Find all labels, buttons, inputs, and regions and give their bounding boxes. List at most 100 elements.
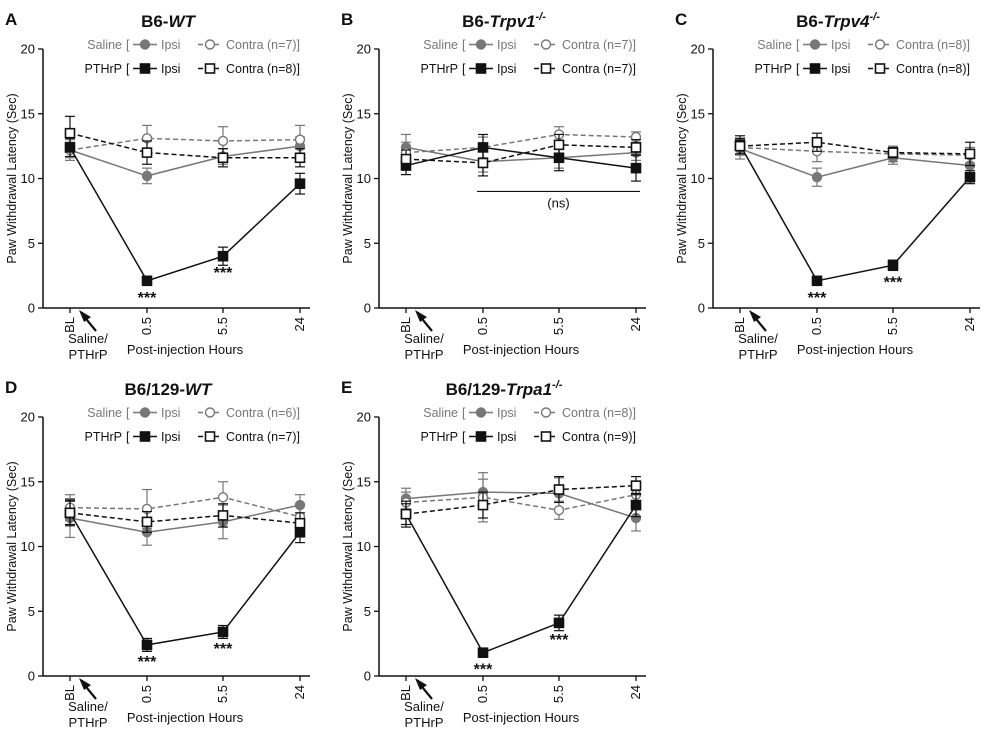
legend-label-contra: Contra (n=6)] <box>226 406 300 420</box>
data-point <box>734 140 746 152</box>
data-point <box>64 127 76 139</box>
injection-arrow-head <box>749 310 761 322</box>
legend-label-ipsi: Ipsi <box>497 430 516 444</box>
injection-annotation: Saline/PTHrP <box>404 678 444 730</box>
legend-marker-ipsi <box>475 63 487 74</box>
y-tick-label: 20 <box>357 410 371 425</box>
series-saline-ipsi <box>64 136 306 185</box>
legend-group-label: PTHrP <box>755 62 793 76</box>
axes: 0 5 10 15 20 BL 0.5 5.5 24 Paw Withdrawal Latency… <box>5 42 310 357</box>
data-point <box>400 153 412 165</box>
legend-group-label: PTHrP <box>85 430 123 444</box>
legend: Saline [Ipsi Contra (n=7)] PTHrP[Ipsi Contra… <box>85 38 301 76</box>
legend-label-contra: Contra (n=7)] <box>226 38 300 52</box>
panel-title: B6-Trpv4-/- <box>796 11 880 31</box>
y-axis-title: Paw Withdrawal Latency (Sec) <box>5 461 19 631</box>
series-pthrp-contra <box>64 500 306 535</box>
legend-marker-ipsi <box>809 63 821 74</box>
data-point <box>217 626 229 638</box>
x-tick-label: 5.5 <box>215 685 230 703</box>
series-line <box>405 146 637 163</box>
series-pthrp-ipsi <box>734 135 976 287</box>
data-point <box>141 516 153 528</box>
injection-label-line1: Saline/ <box>68 699 108 714</box>
legend-marker-contra <box>204 63 216 74</box>
series-line <box>739 144 971 282</box>
x-tick-label: BL <box>62 317 77 333</box>
significance-marker: *** <box>474 662 493 679</box>
legend-group-label: PTHrP <box>85 62 123 76</box>
y-axis-title: Paw Withdrawal Latency (Sec) <box>341 461 355 631</box>
x-tick-label: BL <box>732 317 747 333</box>
legend-row-saline: Saline [Ipsi Contra (n=7)] <box>423 38 636 52</box>
panel-title: B6-Trpv1-/- <box>462 11 546 31</box>
data-point <box>217 510 229 521</box>
x-tick-label: BL <box>398 317 413 333</box>
series-line <box>69 512 301 524</box>
legend-marker-contra <box>540 407 552 418</box>
data-point <box>217 250 229 262</box>
significance-marker: *** <box>138 654 157 671</box>
series-line <box>69 496 301 518</box>
x-axis-title: Post-injection Hours <box>463 710 580 725</box>
legend-marker-ipsi <box>475 431 487 442</box>
data-point <box>553 505 565 516</box>
x-tick-label: 0.5 <box>475 685 490 703</box>
panel-letter: C <box>675 10 687 29</box>
x-axis-title: Post-injection Hours <box>463 342 580 357</box>
injection-label-line1: Saline/ <box>68 331 108 346</box>
legend-marker-contra <box>540 63 552 74</box>
legend-group-label: PTHrP <box>421 62 459 76</box>
legend-marker-ipsi <box>139 407 151 418</box>
legend: Saline [Ipsi Contra (n=8)] PTHrP[Ipsi Contra… <box>755 38 971 76</box>
data-point <box>294 517 306 529</box>
legend-bracket: [ <box>462 38 466 52</box>
legend-label-ipsi: Ipsi <box>497 406 516 420</box>
ns-label: (ns) <box>547 195 569 210</box>
legend-bracket: [ <box>462 62 466 76</box>
series-line <box>69 145 301 177</box>
panel-c: C B6-Trpv4-/- Saline[Ipsi Contra (n=8)] PTHr… <box>675 10 980 362</box>
data-point <box>294 152 306 164</box>
axes: 0 5 10 15 20 BL 0.5 5.5 24 Paw Withdrawal Latency… <box>341 410 646 725</box>
data-point <box>811 136 823 148</box>
panel-letter: A <box>5 10 17 29</box>
x-tick-label: BL <box>62 685 77 701</box>
x-tick-label: 5.5 <box>551 317 566 335</box>
injection-label-line2: PTHrP <box>739 347 778 362</box>
y-tick-label: 20 <box>357 42 371 57</box>
panel-b: B B6-Trpv1-/-Saline[Ipsi Contra (n=7)]PTHr… <box>341 10 646 362</box>
injection-arrow-head <box>415 678 427 690</box>
legend-marker-ipsi <box>475 407 487 418</box>
legend-label-ipsi: Ipsi <box>497 38 516 52</box>
y-tick-label: 15 <box>357 474 371 489</box>
legend-bracket: [ <box>796 62 800 76</box>
injection-label-line2: PTHrP <box>69 347 108 362</box>
data-point <box>630 480 642 491</box>
legend: Saline [Ipsi Contra (n=7)] PTHrP[Ipsi Contra… <box>421 38 637 76</box>
legend-marker-contra <box>540 39 552 50</box>
legend-row-pthrp: PTHrP[Ipsi Contra (n=7)] <box>421 62 637 76</box>
legend-marker-ipsi <box>139 39 151 50</box>
legend-group-label: Saline <box>87 38 122 52</box>
legend-row-saline: Saline [Ipsi Contra (n=8)] <box>757 38 970 52</box>
series-pthrp-ipsi <box>64 137 306 287</box>
data-point <box>477 499 489 511</box>
legend-bracket: [ <box>796 38 800 52</box>
series-pthrp-contra <box>400 133 642 177</box>
panel-title: B6/129-WT <box>125 380 214 399</box>
series-line <box>405 484 637 515</box>
significance-marker: *** <box>214 265 233 282</box>
legend-marker-contra <box>204 431 216 442</box>
data-point <box>964 171 976 183</box>
series-line <box>405 144 637 164</box>
data-point <box>553 139 565 151</box>
legend-row-pthrp: PTHrP[Ipsi Contra (n=9)] <box>421 430 637 444</box>
legend-label-ipsi: Ipsi <box>161 430 180 444</box>
series-saline-contra <box>64 481 306 531</box>
legend-label-contra: Contra (n=9)] <box>562 430 636 444</box>
legend-bracket: [ <box>126 62 130 76</box>
y-tick-label: 15 <box>21 106 35 121</box>
